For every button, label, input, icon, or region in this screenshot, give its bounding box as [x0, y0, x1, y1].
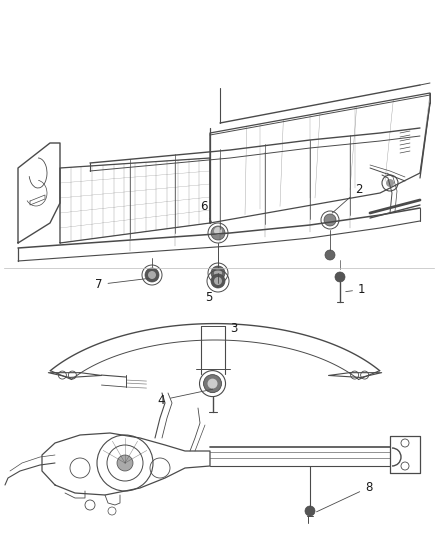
Text: 8: 8: [317, 481, 372, 512]
Circle shape: [211, 274, 225, 288]
Text: 5: 5: [205, 286, 218, 304]
Circle shape: [214, 269, 222, 277]
Circle shape: [204, 375, 222, 393]
Text: 7: 7: [95, 278, 149, 291]
Circle shape: [324, 214, 336, 226]
Text: 6: 6: [200, 200, 212, 222]
Text: 1: 1: [346, 283, 365, 296]
Circle shape: [117, 455, 133, 471]
Text: 2: 2: [332, 183, 363, 213]
Text: 3: 3: [230, 321, 238, 335]
Text: 4: 4: [158, 389, 213, 407]
Circle shape: [386, 179, 394, 187]
Circle shape: [211, 226, 225, 240]
Circle shape: [208, 378, 218, 389]
Circle shape: [325, 250, 335, 260]
Circle shape: [148, 271, 156, 279]
Circle shape: [214, 277, 222, 285]
Circle shape: [211, 266, 225, 280]
Circle shape: [335, 272, 345, 282]
Circle shape: [305, 506, 315, 516]
Circle shape: [145, 268, 159, 282]
Circle shape: [214, 227, 222, 235]
